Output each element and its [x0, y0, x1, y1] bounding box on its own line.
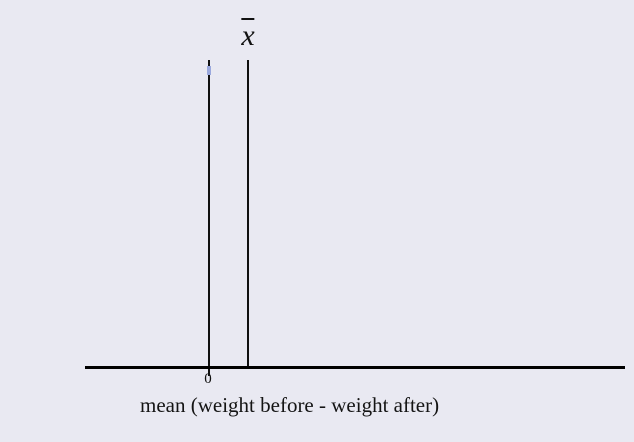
zero-line-highlight-marker	[207, 66, 211, 75]
sample-mean-line	[247, 60, 249, 368]
zero-reference-line	[208, 60, 210, 376]
x-bar-symbol: x	[241, 18, 255, 52]
x-axis-caption: mean (weight before - weight after)	[140, 393, 440, 417]
x-axis-line	[85, 366, 625, 369]
x-axis-tick-label-zero: 0	[204, 371, 212, 387]
sample-mean-label: x	[241, 18, 255, 52]
